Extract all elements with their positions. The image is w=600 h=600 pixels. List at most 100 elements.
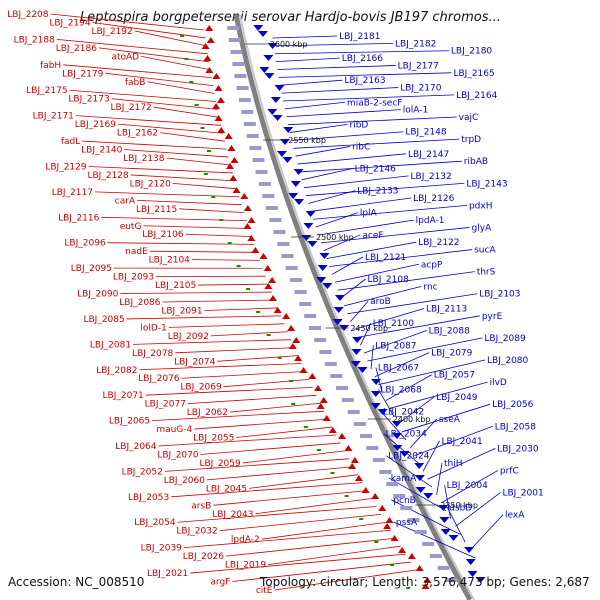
gene-label-right[interactable]: LBJ_2108 bbox=[368, 275, 410, 285]
gene-label-left[interactable]: LBJ_2055 bbox=[193, 434, 234, 444]
gene-label-right[interactable]: LBJ_2181 bbox=[339, 32, 380, 42]
gene-label-left[interactable]: LBJ_2021 bbox=[147, 569, 188, 579]
gene-label-right[interactable]: kamA bbox=[391, 474, 417, 484]
gene-label-left[interactable]: LBJ_2086 bbox=[119, 298, 161, 308]
gene-label-right[interactable]: LBJ_2163 bbox=[344, 76, 385, 86]
gene-label-left[interactable]: LBJ_2104 bbox=[149, 256, 191, 266]
gene-label-right[interactable]: sseA bbox=[439, 415, 461, 425]
gene-label-right[interactable]: aceF bbox=[362, 231, 383, 241]
gene-label-left[interactable]: LBJ_2115 bbox=[136, 205, 177, 215]
gene-label-left[interactable]: LBJ_2071 bbox=[103, 391, 144, 401]
gene-label-left[interactable]: LBJ_2186 bbox=[56, 44, 98, 54]
gene-label-left[interactable]: eutG bbox=[120, 222, 142, 232]
gene-label-right[interactable]: LBJ_2121 bbox=[365, 253, 406, 263]
gene-label-left[interactable]: arsB bbox=[191, 501, 211, 511]
gene-label-left[interactable]: LBJ_2062 bbox=[187, 408, 228, 418]
gene-label-left[interactable]: mauG-4 bbox=[156, 425, 192, 435]
gene-label-left[interactable]: LBJ_2179 bbox=[62, 69, 104, 79]
gene-label-left[interactable]: LBJ_2053 bbox=[128, 493, 169, 503]
gene-label-left[interactable]: LBJ_2070 bbox=[157, 450, 199, 460]
gene-label-right[interactable]: LBJ_2182 bbox=[395, 39, 436, 49]
gene-label-right[interactable]: acpP bbox=[421, 260, 443, 270]
gene-label-right[interactable]: LBJ_2103 bbox=[479, 290, 520, 300]
gene-label-right[interactable]: LBJ_2087 bbox=[375, 341, 416, 351]
gene-label-right[interactable]: LBJ_2079 bbox=[431, 349, 473, 359]
gene-label-right[interactable]: LBJ_2001 bbox=[502, 489, 543, 499]
gene-label-right[interactable]: lpdA-1 bbox=[416, 216, 445, 226]
gene-label-right[interactable]: LBJ_2004 bbox=[447, 481, 489, 491]
gene-label-left[interactable]: LBJ_2192 bbox=[91, 27, 132, 37]
gene-label-right[interactable]: ribD bbox=[350, 120, 369, 130]
gene-label-left[interactable]: citE bbox=[256, 586, 273, 596]
gene-label-right[interactable]: LBJ_2147 bbox=[408, 150, 449, 160]
gene-label-left[interactable]: LBJ_2081 bbox=[90, 340, 131, 350]
gene-label-right[interactable]: miaB-2-secF bbox=[347, 98, 403, 108]
gene-label-left[interactable]: atoAD bbox=[111, 52, 139, 62]
gene-label-left[interactable]: LBJ_2077 bbox=[145, 400, 186, 410]
gene-label-right[interactable]: LBJ_2146 bbox=[355, 165, 397, 175]
gene-label-left[interactable]: LBJ_2093 bbox=[113, 273, 154, 283]
gene-label-left[interactable]: LBJ_2052 bbox=[122, 467, 163, 477]
gene-label-right[interactable]: pcnB bbox=[393, 496, 416, 506]
gene-label-right[interactable]: LBJ_2165 bbox=[453, 69, 494, 79]
gene-label-left[interactable]: LBJ_2064 bbox=[115, 442, 157, 452]
gene-label-left[interactable]: LBJ_2019 bbox=[225, 561, 267, 571]
gene-label-right[interactable]: vajC bbox=[459, 113, 479, 123]
gene-label-left[interactable]: fabB bbox=[125, 78, 146, 88]
gene-label-right[interactable]: LBJ_2080 bbox=[487, 356, 529, 366]
gene-label-right[interactable]: LBJ_2132 bbox=[411, 172, 452, 182]
gene-label-right[interactable]: LBJ_2164 bbox=[456, 91, 498, 101]
gene-label-right[interactable]: LBJ_2088 bbox=[429, 327, 471, 337]
gene-label-left[interactable]: lpdA-2 bbox=[231, 535, 260, 545]
gene-label-right[interactable]: sucA bbox=[474, 246, 496, 256]
gene-label-left[interactable]: LBJ_2171 bbox=[33, 112, 74, 122]
gene-label-right[interactable]: LBJ_2058 bbox=[495, 422, 537, 432]
gene-label-left[interactable]: LBJ_2105 bbox=[155, 281, 196, 291]
gene-label-right[interactable]: LBJ_2056 bbox=[492, 400, 534, 410]
gene-label-right[interactable]: LBJ_2042 bbox=[383, 408, 424, 418]
gene-label-left[interactable]: LBJ_2085 bbox=[83, 315, 124, 325]
gene-label-left[interactable]: LBJ_2045 bbox=[206, 484, 247, 494]
gene-label-left[interactable]: LBJ_2106 bbox=[142, 230, 184, 240]
gene-label-right[interactable]: LBJ_2180 bbox=[451, 47, 493, 57]
gene-label-left[interactable]: LBJ_2076 bbox=[138, 374, 180, 384]
gene-label-right[interactable]: pssA bbox=[396, 518, 418, 528]
gene-label-right[interactable]: LBJ_2143 bbox=[466, 179, 507, 189]
gene-label-right[interactable]: LBJ_2030 bbox=[497, 444, 539, 454]
gene-label-left[interactable]: LBJ_2039 bbox=[141, 544, 183, 554]
gene-label-right[interactable]: ribC bbox=[352, 142, 370, 152]
gene-label-left[interactable]: fadL bbox=[61, 137, 80, 147]
gene-label-left[interactable]: LBJ_2065 bbox=[109, 417, 150, 427]
gene-label-right[interactable]: LBJ_2126 bbox=[413, 194, 455, 204]
gene-label-left[interactable]: nadE bbox=[125, 247, 148, 257]
gene-label-left[interactable]: LBJ_2138 bbox=[123, 154, 165, 164]
gene-label-right[interactable]: rnc bbox=[423, 282, 437, 292]
gene-label-right[interactable]: dsbD bbox=[449, 503, 472, 513]
gene-label-right[interactable]: LBJ_2041 bbox=[441, 437, 482, 447]
gene-label-left[interactable]: LBJ_2043 bbox=[212, 510, 253, 520]
gene-label-left[interactable]: LBJ_2117 bbox=[52, 188, 93, 198]
gene-label-left[interactable]: LBJ_2208 bbox=[7, 10, 49, 20]
gene-label-right[interactable]: lexA bbox=[505, 511, 525, 521]
gene-label-right[interactable]: lplA bbox=[360, 209, 378, 219]
gene-label-left[interactable]: LBJ_2175 bbox=[26, 86, 67, 96]
gene-label-right[interactable]: LBJ_2049 bbox=[436, 393, 478, 403]
gene-label-left[interactable]: LBJ_2096 bbox=[64, 239, 106, 249]
gene-label-right[interactable]: LBJ_2170 bbox=[400, 84, 442, 94]
gene-label-left[interactable]: LBJ_2169 bbox=[75, 120, 117, 130]
gene-label-right[interactable]: LBJ_2024 bbox=[388, 452, 430, 462]
gene-label-right[interactable]: LBJ_2148 bbox=[405, 128, 447, 138]
gene-label-right[interactable]: ilvD bbox=[490, 378, 507, 388]
gene-label-right[interactable]: LBJ_2166 bbox=[342, 54, 384, 64]
gene-label-left[interactable]: LBJ_2092 bbox=[168, 332, 209, 342]
gene-label-right[interactable]: ribAB bbox=[464, 157, 488, 167]
gene-label-right[interactable]: LBJ_2100 bbox=[373, 319, 415, 329]
gene-label-right[interactable]: LBJ_2122 bbox=[418, 238, 459, 248]
gene-label-right[interactable]: LBJ_2177 bbox=[398, 61, 439, 71]
gene-label-left[interactable]: lolD-1 bbox=[140, 323, 166, 333]
gene-label-left[interactable]: argF bbox=[210, 578, 230, 588]
gene-label-left[interactable]: LBJ_2194 bbox=[49, 18, 91, 28]
gene-label-right[interactable]: thiH bbox=[444, 459, 463, 469]
gene-label-right[interactable]: glyA bbox=[472, 223, 493, 233]
gene-label-right[interactable]: pdxH bbox=[469, 201, 493, 211]
